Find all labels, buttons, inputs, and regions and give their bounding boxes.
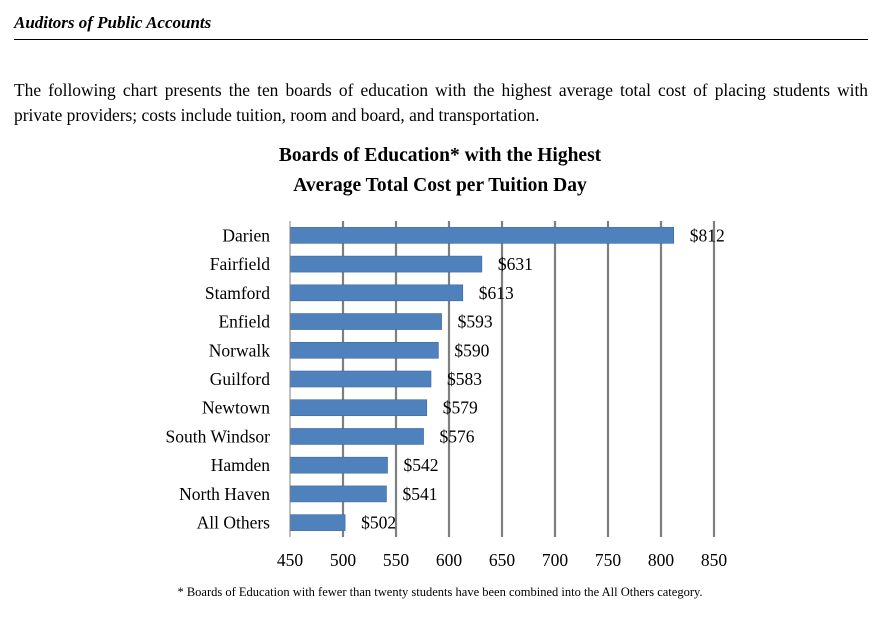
x-tick-label: 700 (542, 550, 569, 570)
data-label: $613 (479, 283, 514, 303)
bar (289, 370, 432, 388)
data-label: $593 (458, 312, 493, 332)
x-tick-label: 750 (595, 550, 622, 570)
bar (289, 227, 675, 244)
x-tick-label: 850 (701, 550, 728, 570)
chart-title-line-2: Average Total Cost per Tuition Day (293, 175, 587, 196)
bar (289, 485, 387, 503)
data-label: $583 (447, 369, 482, 389)
data-label: $579 (443, 398, 478, 418)
data-label: $631 (498, 254, 533, 274)
bar (289, 255, 483, 273)
category-label: Fairfield (210, 254, 271, 274)
data-label: $576 (440, 426, 475, 446)
bar (289, 514, 346, 531)
data-label: $812 (690, 225, 725, 245)
data-label: $590 (454, 340, 489, 360)
header-rule (14, 39, 868, 40)
bar (289, 456, 388, 474)
x-tick-label: 800 (648, 550, 675, 570)
x-tick-label: 450 (277, 550, 304, 570)
category-label: Guilford (210, 369, 271, 389)
chart-footnote: * Boards of Education with fewer than tw… (177, 585, 703, 599)
bar (289, 284, 464, 302)
category-label: Hamden (211, 455, 271, 475)
category-label: Darien (222, 225, 270, 245)
data-label: $542 (404, 455, 439, 475)
bar (289, 428, 424, 445)
bar (289, 341, 439, 359)
data-label: $502 (361, 513, 396, 533)
intro-paragraph: The following chart presents the ten boa… (14, 80, 868, 125)
category-label: South Windsor (166, 426, 271, 446)
category-label: Stamford (205, 283, 270, 303)
chart-title-line-1: Boards of Education* with the Highest (278, 145, 602, 166)
report-header: Auditors of Public Accounts (14, 13, 212, 32)
x-tick-label: 600 (436, 550, 463, 570)
x-tick-label: 500 (330, 550, 357, 570)
data-label: $541 (402, 484, 437, 504)
bar (289, 399, 428, 417)
category-label: Newtown (202, 398, 270, 418)
category-label: All Others (197, 513, 271, 533)
category-label: Norwalk (209, 340, 270, 360)
x-tick-label: 650 (489, 550, 516, 570)
bar (289, 313, 442, 330)
category-label: Enfield (218, 312, 270, 332)
category-label: North Haven (179, 484, 270, 504)
x-tick-label: 550 (383, 550, 410, 570)
